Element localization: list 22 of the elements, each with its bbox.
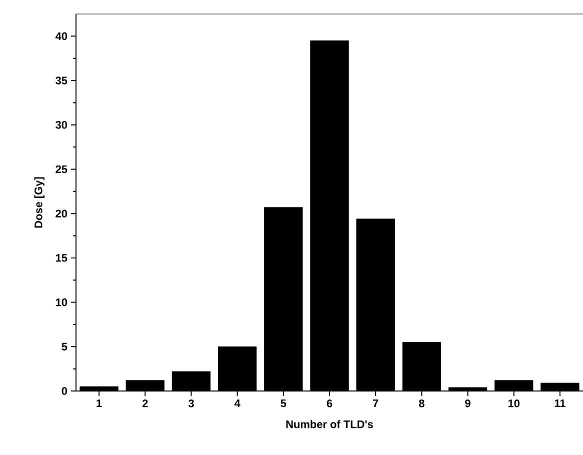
x-tick-label: 1 xyxy=(96,400,102,408)
x-tick-label: 4 xyxy=(234,400,240,408)
x-tick-label: 6 xyxy=(326,400,332,408)
y-tick-label: 0 xyxy=(62,387,68,395)
x-axis-title: Number of TLD's xyxy=(286,420,373,428)
x-tick-label: 9 xyxy=(465,400,470,408)
y-tick-label: 10 xyxy=(56,298,68,306)
y-tick-label: 25 xyxy=(56,165,68,174)
x-tick-label: 3 xyxy=(188,400,194,408)
x-tick-label: 7 xyxy=(373,400,378,408)
x-tick-label: 11 xyxy=(554,400,566,408)
x-tick-label: 2 xyxy=(142,400,148,408)
y-tick-label: 40 xyxy=(55,32,68,40)
x-tick-label: 5 xyxy=(280,400,286,408)
x-tick-label: 8 xyxy=(418,400,424,408)
y-axis-title: Dose [Gy] xyxy=(34,177,44,228)
y-tick-label: 20 xyxy=(56,210,68,218)
y-tick-label: 15 xyxy=(56,254,68,262)
y-tick-label: 30 xyxy=(56,121,68,129)
y-tick-label: 5 xyxy=(62,342,68,350)
x-tick-label: 10 xyxy=(508,400,520,408)
y-tick-label: 35 xyxy=(56,76,68,84)
